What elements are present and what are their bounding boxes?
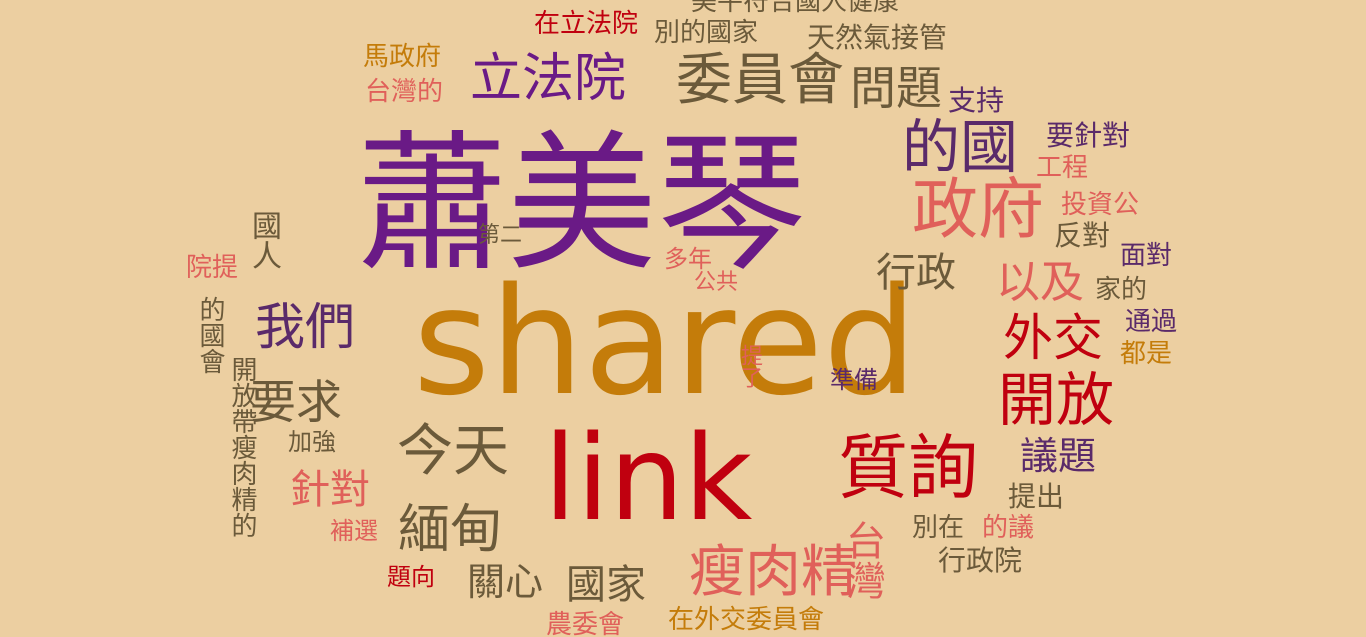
word-mei-fu-he: 美牛符合國人健康 bbox=[690, 0, 900, 17]
word-wai-jiao: 外交 bbox=[1003, 309, 1103, 367]
word-jia-de: 家的 bbox=[1094, 275, 1148, 305]
word-bu-xuan: 補選 bbox=[330, 517, 378, 545]
word-duo-nian: 多年 bbox=[664, 245, 712, 273]
word-xing-zheng-yuan: 行政院 bbox=[937, 544, 1023, 577]
word-gong-gong: 公共 bbox=[693, 270, 739, 295]
word-yao-qiu: 要求 bbox=[250, 375, 342, 429]
word-jin-tian: 今天 bbox=[397, 419, 509, 484]
word-zheng-fu: 政府 bbox=[912, 171, 1044, 248]
word-shared: shared bbox=[412, 256, 918, 428]
word-shou-rou-jing: 瘦肉精 bbox=[689, 540, 857, 605]
word-yi-ji: 以及 bbox=[996, 257, 1084, 308]
word-yuan-ti: 院提 bbox=[185, 253, 239, 283]
word-xing-zheng: 行政 bbox=[876, 250, 956, 296]
word-link: link bbox=[543, 409, 753, 547]
word-mian-dui: 面對 bbox=[1119, 241, 1173, 271]
word-kai-fang-dai: 開放帶瘦肉精的 bbox=[227, 356, 257, 538]
word-tong-guo: 通過 bbox=[1124, 307, 1178, 337]
word-tou-zi-gong: 投資公 bbox=[1060, 190, 1140, 220]
word-guo-ren: 國人 bbox=[246, 210, 281, 270]
word-jia-qiang: 加強 bbox=[288, 428, 336, 456]
word-yao-zhen-dui: 要針對 bbox=[1045, 119, 1131, 152]
word-li-fa-yuan: 立法院 bbox=[469, 49, 627, 109]
word-de-yi: 的議 bbox=[981, 513, 1035, 543]
word-ma-zheng-fu: 馬政府 bbox=[362, 42, 442, 72]
word-tai-wan-de: 台灣的 bbox=[364, 77, 444, 107]
word-xiao-mei-qin: 蕭美琴 bbox=[356, 118, 808, 292]
word-ti-chu: 提出 bbox=[1007, 480, 1065, 513]
word-guan-xin: 關心 bbox=[466, 560, 544, 604]
word-dou-shi: 都是 bbox=[1119, 339, 1173, 369]
word-zhun-bei: 準備 bbox=[830, 366, 878, 394]
word-zai-wai-jiao: 在外交委員會 bbox=[667, 605, 825, 635]
word-bie-de-guo-jia: 別的國家 bbox=[653, 18, 759, 48]
word-zhen-dui: 針對 bbox=[290, 467, 370, 513]
word-de-guo-hui: 的國會 bbox=[195, 296, 225, 374]
word-mian-dian: 緬甸 bbox=[397, 500, 503, 560]
word-wo-men: 我們 bbox=[255, 298, 355, 356]
word-nong-wei-hui: 農委會 bbox=[545, 610, 625, 637]
word-zhi-chi: 支持 bbox=[947, 84, 1005, 117]
word-zai-li-fa-yuan: 在立法院 bbox=[533, 9, 639, 39]
word-tian-ran-qi: 天然氣接管 bbox=[806, 21, 948, 54]
word-kai-fang: 開放 bbox=[997, 366, 1115, 434]
word-wei-yuan-hui: 委員會 bbox=[676, 48, 844, 113]
word-de-guo: 的國 bbox=[901, 113, 1019, 181]
word-guo-jia: 國家 bbox=[566, 562, 646, 608]
word-wen-ti: 問題 bbox=[850, 61, 942, 115]
word-zhi-xun: 質詢 bbox=[838, 427, 978, 509]
word-di-er: 第二 bbox=[477, 223, 523, 248]
word-bie-zai: 別在 bbox=[911, 513, 965, 543]
word-tai-wan: 台灣 bbox=[839, 520, 885, 600]
word-fan-dui: 反對 bbox=[1053, 219, 1111, 252]
word-gong-cheng: 工程 bbox=[1035, 153, 1089, 183]
word-ti-le: 提了 bbox=[737, 344, 762, 388]
word-yi-ti: 議題 bbox=[1019, 434, 1097, 478]
word-ti-xiang: 題向 bbox=[387, 563, 435, 591]
